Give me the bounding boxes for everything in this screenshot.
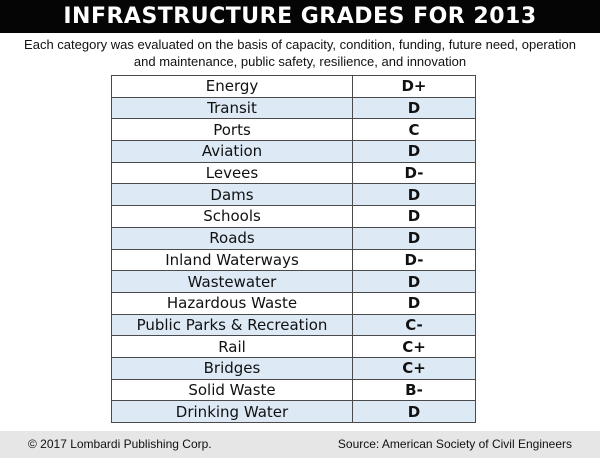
grades-table: Energy D+ Transit D Ports C Aviation D Levees D- D… bbox=[111, 75, 476, 423]
grade-cell: C+ bbox=[352, 356, 476, 380]
category-cell: Hazardous Waste bbox=[111, 291, 353, 315]
grade-cell: D bbox=[352, 226, 476, 250]
grade-cell: D bbox=[352, 270, 476, 293]
table-row: Drinking Water D bbox=[111, 400, 476, 423]
subtitle-line: Each category was evaluated on the basis… bbox=[24, 37, 576, 52]
category-cell: Rail bbox=[111, 335, 353, 358]
grade-cell: D- bbox=[352, 161, 476, 185]
grade-cell: D bbox=[352, 291, 476, 315]
table-row: Solid Waste B- bbox=[111, 378, 476, 402]
grade-cell: D- bbox=[352, 248, 476, 272]
category-cell: Energy bbox=[111, 75, 353, 98]
grade-cell: D+ bbox=[352, 75, 476, 98]
table-row: Wastewater D bbox=[111, 270, 476, 293]
category-cell: Drinking Water bbox=[111, 400, 353, 423]
grade-cell: D bbox=[352, 96, 476, 120]
table-row: Roads D bbox=[111, 226, 476, 250]
table-row: Aviation D bbox=[111, 140, 476, 163]
table-row: Rail C+ bbox=[111, 335, 476, 358]
category-cell: Inland Waterways bbox=[111, 248, 353, 272]
source-text: Source: American Society of Civil Engine… bbox=[337, 437, 572, 451]
table-row: Inland Waterways D- bbox=[111, 248, 476, 272]
category-cell: Wastewater bbox=[111, 270, 353, 293]
category-cell: Bridges bbox=[111, 356, 353, 380]
table-row: Ports C bbox=[111, 118, 476, 142]
table-row: Bridges C+ bbox=[111, 356, 476, 380]
category-cell: Dams bbox=[111, 183, 353, 207]
category-cell: Transit bbox=[111, 96, 353, 120]
category-cell: Schools bbox=[111, 205, 353, 228]
category-cell: Aviation bbox=[111, 140, 353, 163]
grade-cell: D bbox=[352, 400, 476, 423]
grade-cell: C- bbox=[352, 313, 476, 337]
category-cell: Solid Waste bbox=[111, 378, 353, 402]
footer: © 2017 Lombardi Publishing Corp. Source:… bbox=[0, 431, 600, 458]
grade-cell: C+ bbox=[352, 335, 476, 358]
grades-table-body: Energy D+ Transit D Ports C Aviation D Levees D- D… bbox=[111, 75, 476, 423]
table-row: Dams D bbox=[111, 183, 476, 207]
table-row: Transit D bbox=[111, 96, 476, 120]
page-title: INFRASTRUCTURE GRADES FOR 2013 bbox=[0, 0, 600, 33]
table-row: Hazardous Waste D bbox=[111, 291, 476, 315]
table-row: Levees D- bbox=[111, 161, 476, 185]
grade-cell: B- bbox=[352, 378, 476, 402]
category-cell: Roads bbox=[111, 226, 353, 250]
subtitle-line: and maintenance, public safety, resilien… bbox=[133, 54, 467, 69]
category-cell: Levees bbox=[111, 161, 353, 185]
subtitle: Each category was evaluated on the basis… bbox=[0, 36, 600, 70]
table-row: Energy D+ bbox=[111, 75, 476, 98]
category-cell: Public Parks & Recreation bbox=[111, 313, 353, 337]
table-row: Schools D bbox=[111, 205, 476, 228]
grade-cell: D bbox=[352, 140, 476, 163]
table-row: Public Parks & Recreation C- bbox=[111, 313, 476, 337]
grade-cell: D bbox=[352, 205, 476, 228]
copyright-text: © 2017 Lombardi Publishing Corp. bbox=[28, 437, 212, 451]
grade-cell: C bbox=[352, 118, 476, 142]
grade-cell: D bbox=[352, 183, 476, 207]
category-cell: Ports bbox=[111, 118, 353, 142]
